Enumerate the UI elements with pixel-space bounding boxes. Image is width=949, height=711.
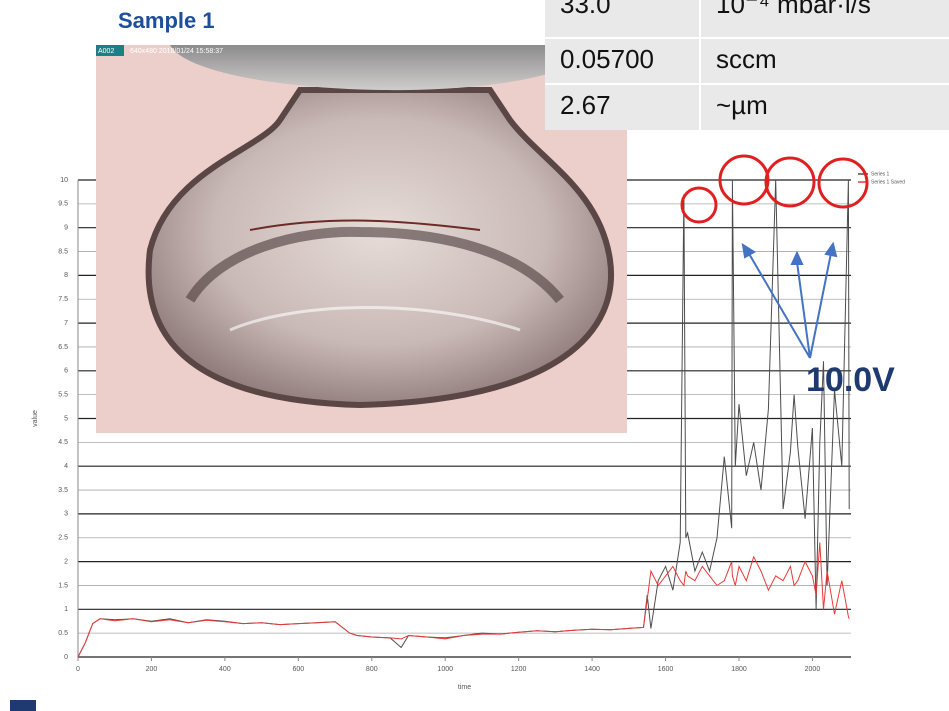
y-tick-label: 2 — [64, 558, 68, 565]
table-cell: 10⁻⁴ mbar·l/s — [716, 0, 871, 19]
y-tick-label: 1.5 — [58, 582, 68, 589]
x-tick-label: 1000 — [437, 666, 453, 673]
y-tick-label: 2.5 — [58, 535, 68, 542]
photo-caption: 640x480 2018/01/24 15:58:37 — [130, 48, 223, 55]
table-cell: 33.0 — [560, 0, 611, 19]
highlight-circles — [680, 154, 869, 224]
x-tick-label: 1800 — [731, 666, 747, 673]
y-tick-label: 9.5 — [58, 201, 68, 208]
table-cell: 2.67 — [560, 90, 611, 120]
x-tick-label: 800 — [366, 666, 378, 673]
y-tick-label: 3.5 — [58, 487, 68, 494]
table — [545, 0, 949, 130]
photo — [96, 45, 627, 433]
y-tick-label: 3 — [64, 511, 68, 518]
x-tick-label: 1200 — [511, 666, 527, 673]
x-tick-label: 400 — [219, 666, 231, 673]
x-tick-label: 1600 — [658, 666, 674, 673]
legend-label: Series 1 — [871, 171, 890, 177]
series-line — [77, 542, 850, 658]
y-tick-label: 8 — [64, 272, 68, 279]
voltage-annotation: 10.0V — [806, 361, 895, 399]
y-tick-label: 8.5 — [58, 248, 68, 255]
y-tick-label: 5.5 — [58, 391, 68, 398]
y-tick-label: 10 — [60, 177, 68, 184]
y-tick-label: 1 — [64, 606, 68, 613]
photo-badge: A002 — [98, 48, 114, 55]
y-tick-label: 7.5 — [58, 296, 68, 303]
x-tick-label: 0 — [76, 666, 80, 673]
logo — [10, 700, 36, 711]
y-tick-label: 5 — [64, 415, 68, 422]
x-tick-label: 600 — [292, 666, 304, 673]
table-cell: 0.05700 — [560, 44, 654, 74]
y-axis-label: value — [32, 410, 39, 427]
y-tick-label: 7 — [64, 320, 68, 327]
sample-title: Sample 1 — [118, 8, 215, 33]
x-tick-label: 1400 — [584, 666, 600, 673]
y-tick-label: 0 — [64, 654, 68, 661]
y-tick-label: 4 — [64, 463, 68, 470]
x-axis-label: time — [458, 684, 471, 691]
y-tick-label: 4.5 — [58, 439, 68, 446]
y-tick-label: 6 — [64, 368, 68, 375]
x-tick-label: 200 — [146, 666, 158, 673]
table-cell: sccm — [716, 44, 777, 74]
y-tick-label: 6.5 — [58, 344, 68, 351]
arrows — [741, 241, 838, 359]
x-tick-label: 2000 — [805, 666, 821, 673]
table-cell: ~µm — [716, 90, 768, 120]
y-tick-label: 0.5 — [58, 630, 68, 637]
legend-label: Series 1 Saved — [871, 179, 905, 185]
y-tick-label: 9 — [64, 225, 68, 232]
